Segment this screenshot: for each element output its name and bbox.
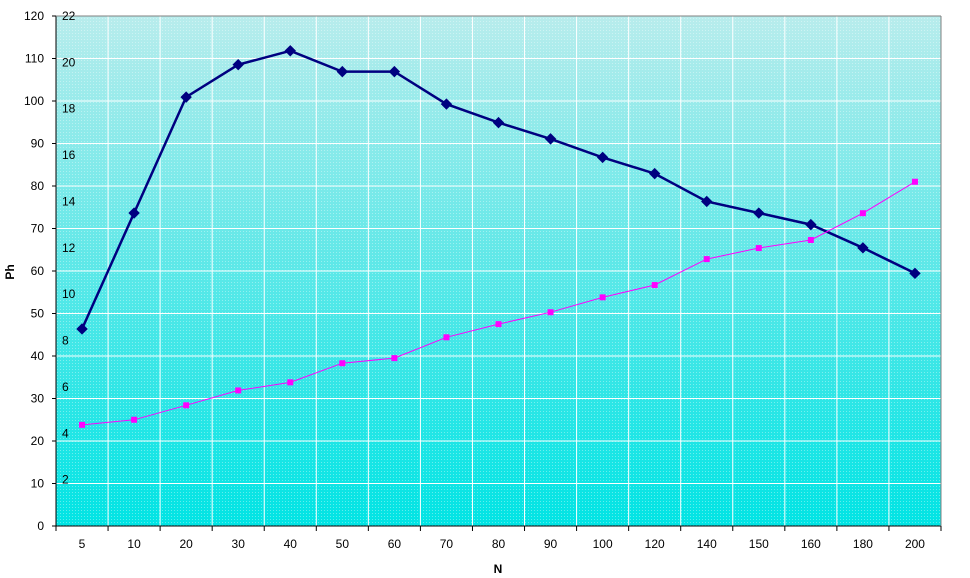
tick-labels: 0 10 20 30 40 50 60 70 80 90 100 110 120 2 4 6 8 10 12 14 16… (24, 9, 925, 551)
x-tick-label: 10 (127, 537, 141, 551)
y-tick-label: 40 (31, 349, 45, 363)
data-point-square (911, 178, 918, 185)
y-tick-label: 120 (24, 9, 44, 23)
data-point-diamond (440, 98, 453, 110)
x-tick-label: 140 (697, 537, 717, 551)
data-point-diamond (284, 45, 296, 57)
data-point-diamond (76, 323, 88, 335)
axes (52, 15, 942, 531)
y-tick-label: 90 (31, 137, 45, 151)
data-point-square (183, 402, 190, 409)
y-tick-label: 110 (25, 52, 44, 66)
data-point-square (391, 355, 398, 362)
x-axis-title: N (494, 562, 503, 576)
data-point-square (495, 321, 502, 328)
data-point-square (79, 421, 86, 428)
data-point-diamond (544, 133, 557, 145)
data-point-diamond (336, 65, 349, 78)
y-axis-title: Ph (3, 264, 17, 279)
data-point-square (443, 334, 450, 341)
y2-tick-label: 2 (62, 473, 69, 487)
y2-tick-label: 22 (62, 9, 76, 23)
y-tick-label: 80 (31, 179, 45, 193)
data-point-diamond (596, 151, 609, 164)
y-tick-label: 30 (31, 392, 45, 406)
y2-tick-label: 8 (62, 334, 69, 348)
data-point-diamond (232, 58, 244, 71)
y2-tick-label: 4 (62, 426, 69, 440)
data-point-square (547, 309, 554, 316)
x-tick-label: 120 (645, 537, 665, 551)
y2-tick-label: 14 (62, 194, 76, 208)
data-point-diamond (909, 267, 921, 280)
y-tick-label: 50 (31, 307, 45, 321)
y-tick-label: 0 (37, 519, 44, 533)
data-point-diamond (857, 242, 869, 254)
data-point-diamond (180, 91, 192, 103)
x-tick-label: 70 (440, 537, 454, 551)
x-tick-label: 20 (179, 537, 193, 551)
y-tick-label: 70 (31, 222, 45, 236)
x-tick-label: 200 (905, 537, 925, 551)
x-tick-label: 180 (853, 537, 873, 551)
data-point-diamond (805, 218, 817, 231)
x-tick-label: 100 (593, 537, 613, 551)
x-tick-label: 60 (388, 537, 402, 551)
x-tick-label: 80 (492, 537, 506, 551)
data-point-diamond (753, 207, 765, 219)
x-tick-label: 150 (749, 537, 769, 551)
data-point-diamond (128, 207, 140, 219)
data-point-square (131, 416, 138, 423)
y2-tick-label: 6 (62, 380, 69, 394)
series-1 (76, 45, 921, 335)
data-point-square (859, 210, 866, 217)
y2-tick-label: 16 (62, 148, 76, 162)
series (76, 45, 921, 428)
x-tick-label: 5 (79, 537, 86, 551)
y-tick-label: 20 (31, 434, 45, 448)
y2-tick-label: 20 (62, 55, 76, 69)
y-tick-label: 10 (31, 477, 45, 491)
y-tick-label: 100 (24, 94, 44, 108)
data-point-diamond (701, 195, 713, 208)
x-tick-label: 50 (336, 537, 350, 551)
data-point-square (339, 360, 346, 367)
data-point-diamond (492, 116, 505, 129)
y2-tick-label: 18 (62, 102, 76, 116)
data-point-square (287, 379, 294, 386)
y2-tick-label: 12 (62, 241, 76, 255)
data-point-square (235, 387, 242, 394)
data-point-square (755, 245, 762, 252)
x-tick-label: 30 (232, 537, 246, 551)
x-tick-label: 160 (801, 537, 821, 551)
data-point-diamond (388, 65, 401, 78)
series-2 (79, 178, 918, 428)
data-point-diamond (648, 167, 661, 180)
x-tick-label: 90 (544, 537, 558, 551)
y-tick-label: 60 (31, 264, 45, 278)
y2-tick-label: 10 (62, 287, 76, 301)
data-point-square (599, 294, 606, 301)
x-tick-label: 40 (284, 537, 298, 551)
data-point-square (807, 236, 814, 243)
data-point-square (703, 256, 710, 263)
data-point-square (651, 282, 658, 289)
